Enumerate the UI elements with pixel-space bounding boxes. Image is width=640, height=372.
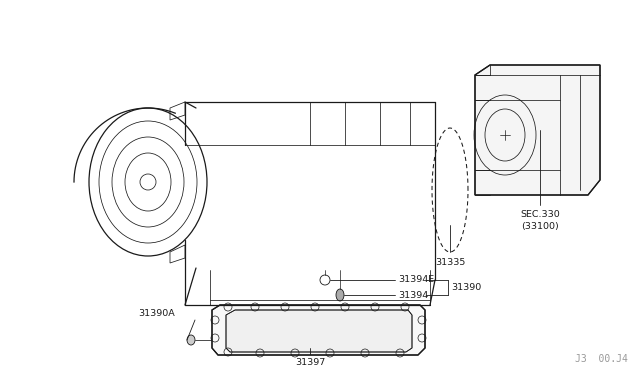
Text: 31394E: 31394E <box>398 276 434 285</box>
Text: 31390A: 31390A <box>138 309 175 318</box>
Text: 31390: 31390 <box>451 283 481 292</box>
Text: J3  00.J4: J3 00.J4 <box>575 354 628 364</box>
Ellipse shape <box>187 335 195 345</box>
Polygon shape <box>226 310 412 352</box>
Polygon shape <box>212 305 425 355</box>
Text: SEC.330: SEC.330 <box>520 210 560 219</box>
Polygon shape <box>475 65 600 195</box>
Ellipse shape <box>336 289 344 301</box>
Text: (33100): (33100) <box>521 222 559 231</box>
Text: 31394: 31394 <box>398 291 428 299</box>
Text: 31335: 31335 <box>435 258 465 267</box>
Text: 31397: 31397 <box>295 358 325 367</box>
